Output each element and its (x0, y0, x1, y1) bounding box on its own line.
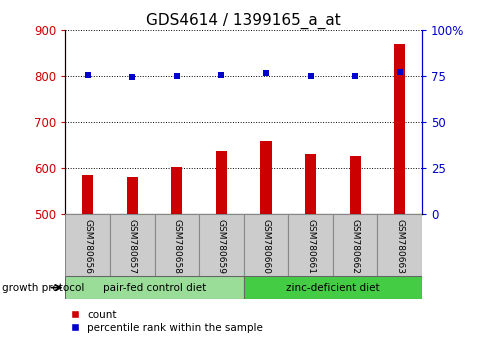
Bar (82, 175, 93, 214)
Bar (243, 276, 421, 299)
Bar (377, 214, 421, 276)
Point (128, 74, 136, 80)
Bar (65, 276, 243, 299)
Text: GSM780656: GSM780656 (83, 219, 92, 274)
Bar (199, 214, 243, 276)
Text: GSM780659: GSM780659 (216, 219, 226, 274)
Text: GSM780657: GSM780657 (128, 219, 136, 274)
Text: GSM780661: GSM780661 (305, 219, 315, 274)
Point (395, 69, 403, 74)
Bar (126, 177, 137, 214)
Bar (287, 214, 332, 276)
Point (217, 72, 225, 78)
Bar (332, 214, 377, 276)
Bar (304, 154, 316, 214)
Text: GSM780658: GSM780658 (172, 219, 181, 274)
Text: pair-fed control diet: pair-fed control diet (103, 282, 206, 293)
Legend: count, percentile rank within the sample: count, percentile rank within the sample (71, 310, 263, 333)
Bar (393, 44, 405, 214)
Bar (215, 151, 227, 214)
Bar (110, 214, 154, 276)
Bar (65, 214, 110, 276)
Point (306, 73, 314, 78)
Bar (243, 214, 287, 276)
Text: growth protocol: growth protocol (2, 282, 85, 293)
Point (173, 74, 181, 79)
Text: GSM780662: GSM780662 (350, 219, 359, 274)
Point (350, 73, 358, 78)
Text: GSM780663: GSM780663 (394, 219, 403, 274)
Text: zinc-deficient diet: zinc-deficient diet (286, 282, 379, 293)
Bar (349, 156, 360, 214)
Bar (154, 214, 199, 276)
Text: GSM780660: GSM780660 (261, 219, 270, 274)
Point (84, 72, 91, 78)
Bar (171, 167, 182, 214)
Point (261, 70, 269, 76)
Bar (260, 142, 271, 214)
Title: GDS4614 / 1399165_a_at: GDS4614 / 1399165_a_at (146, 12, 340, 29)
